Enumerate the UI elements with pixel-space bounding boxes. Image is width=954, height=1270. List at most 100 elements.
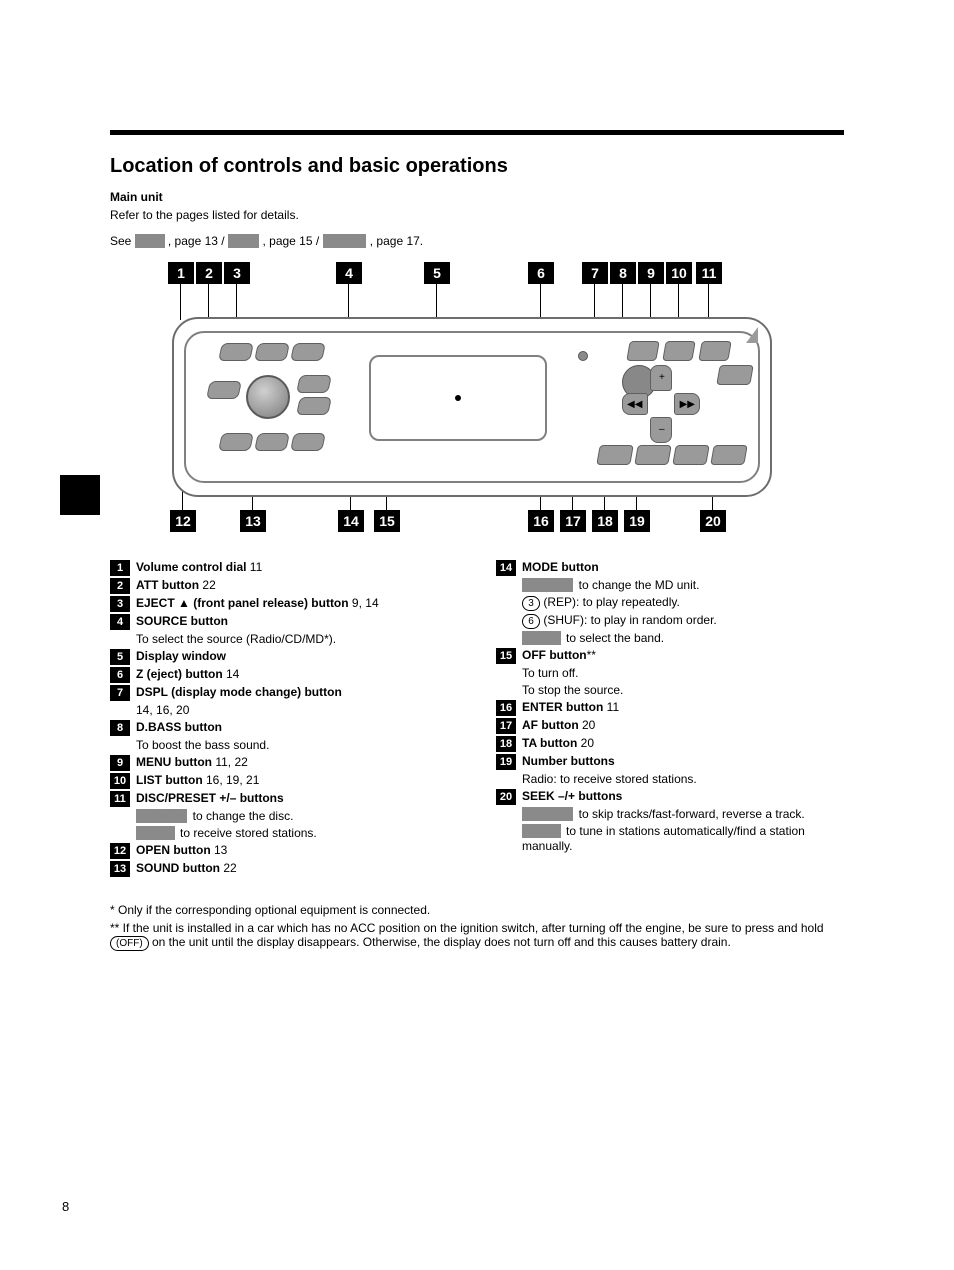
- page-side-tab: [60, 475, 100, 515]
- see-references: See "CD" , page 13 / "MD" , page 15 / "R…: [110, 234, 844, 248]
- see-radio-ref: , page 17.: [370, 234, 423, 248]
- source-button[interactable]: [296, 375, 332, 393]
- list-item-8: 8D.BASS button: [110, 720, 450, 736]
- see-intro: See: [110, 234, 135, 248]
- callout-4: 4: [336, 262, 362, 284]
- disc-up-button[interactable]: +: [650, 365, 672, 391]
- callout-19: 19: [624, 510, 650, 532]
- eject-led[interactable]: [578, 351, 588, 361]
- att-button[interactable]: [218, 343, 254, 361]
- list-item-sub: CD/MD*: to change the disc.: [136, 809, 450, 824]
- list-item-num: 11: [110, 791, 130, 807]
- list-item-body: Volume control dial 11: [136, 560, 450, 575]
- mode-label: CD/MD*:: [522, 807, 573, 821]
- list-item-sub: CD/MD*: to change the MD unit.: [522, 578, 836, 593]
- list-item-body: SOURCE button: [136, 614, 450, 629]
- mode-label: Radio:: [522, 824, 561, 838]
- top-rule: [110, 130, 844, 135]
- ta-button[interactable]: [634, 445, 672, 465]
- off-button[interactable]: [290, 433, 326, 451]
- list-item-19: 19Number buttons: [496, 754, 836, 770]
- device-outline: + – ◀◀ ▶▶: [172, 317, 772, 497]
- disc-down-button[interactable]: –: [650, 417, 672, 443]
- footnote-2b: on the unit until the display disappears…: [152, 935, 731, 949]
- page-number: 8: [62, 1199, 69, 1214]
- list-item-sub: 3 (REP): to play repeatedly.: [522, 595, 836, 611]
- list-item-sub: To boost the bass sound.: [136, 738, 450, 753]
- af-button[interactable]: [596, 445, 634, 465]
- callout-line-8: [622, 284, 623, 320]
- callout-6: 6: [528, 262, 554, 284]
- footnote-2a: ** If the unit is installed in a car whi…: [110, 921, 824, 935]
- device-diagram: 1234567891011 121314151617181920 + – ◀◀ …: [110, 262, 834, 552]
- see-cd: "CD": [135, 234, 165, 248]
- callout-10: 10: [666, 262, 692, 284]
- list-item-body: Display window: [136, 649, 450, 664]
- list-item-num: 16: [496, 700, 516, 716]
- callout-1: 1: [168, 262, 194, 284]
- list-item-7: 7 DSPL (display mode change) button: [110, 685, 450, 701]
- callout-line-10: [678, 284, 679, 320]
- see-md-ref: , page 15 /: [262, 234, 319, 248]
- callout-12: 12: [170, 510, 196, 532]
- list-item-sub: Radio: to select the band.: [522, 631, 836, 646]
- callout-line-11: [708, 284, 709, 320]
- right-bottom-button-4[interactable]: [710, 445, 748, 465]
- dpad: + – ◀◀ ▶▶: [622, 365, 700, 443]
- list-item-body: ENTER button 11: [522, 700, 836, 715]
- callout-17: 17: [560, 510, 586, 532]
- list-item-15: 15OFF button**: [496, 648, 836, 664]
- list-item-5: 5Display window: [110, 649, 450, 665]
- callout-line-2: [208, 284, 209, 320]
- footnote-1: * Only if the corresponding optional equ…: [110, 903, 844, 917]
- sound-button[interactable]: [254, 433, 290, 451]
- list-item-body: MODE button: [522, 560, 836, 575]
- list-item-16: 16 ENTER button 11: [496, 700, 836, 716]
- callout-5: 5: [424, 262, 450, 284]
- callout-14: 14: [338, 510, 364, 532]
- list-item-num: 7: [110, 685, 130, 701]
- see-md: "MD": [228, 234, 259, 248]
- dspl-button[interactable]: [626, 341, 660, 361]
- list-item-20: 20SEEK –/+ buttons: [496, 789, 836, 805]
- list-item-body: AF button 20: [522, 718, 836, 733]
- list-item-num: 14: [496, 560, 516, 576]
- list-item-body: DSPL (display mode change) button: [136, 685, 450, 700]
- callout-13: 13: [240, 510, 266, 532]
- left-mid-button-l[interactable]: [206, 381, 242, 399]
- controls-list: 1Volume control dial 112ATT button 223EJ…: [110, 560, 844, 879]
- seek-plus-button[interactable]: ▶▶: [674, 393, 700, 415]
- left-top-button-3[interactable]: [290, 343, 326, 361]
- callout-line-6: [540, 284, 541, 320]
- number-buttons[interactable]: [672, 445, 710, 465]
- list-item-1: 1Volume control dial 11: [110, 560, 450, 576]
- list-item-body: MENU button 11, 22: [136, 755, 450, 770]
- list-item-num: 17: [496, 718, 516, 734]
- callout-20: 20: [700, 510, 726, 532]
- dbass-button[interactable]: [662, 341, 696, 361]
- callout-line-3: [236, 284, 237, 320]
- eject-front-button[interactable]: [254, 343, 290, 361]
- list-item-num: 15: [496, 648, 516, 664]
- volume-dial[interactable]: [246, 375, 290, 419]
- callout-15: 15: [374, 510, 400, 532]
- list-item-sub: Radio: to receive stored stations.: [522, 772, 836, 787]
- list-item-body: TA button 20: [522, 736, 836, 751]
- callout-3: 3: [224, 262, 250, 284]
- eject-icon: ▲: [178, 596, 190, 610]
- open-button[interactable]: [218, 433, 254, 451]
- callout-line-4: [348, 284, 349, 320]
- list-item-num: 2: [110, 578, 130, 594]
- list-button[interactable]: [716, 365, 754, 385]
- list-item-sub: 6 (SHUF): to play in random order.: [522, 613, 836, 629]
- menu-button[interactable]: [698, 341, 732, 361]
- mode-button[interactable]: [296, 397, 332, 415]
- list-item-num: 19: [496, 754, 516, 770]
- callout-7: 7: [582, 262, 608, 284]
- list-item-sub: Radio: to receive stored stations.: [136, 826, 450, 841]
- callout-line-9: [650, 284, 651, 320]
- number-oval-icon: 3: [522, 596, 540, 611]
- seek-minus-button[interactable]: ◀◀: [622, 393, 648, 415]
- list-item-num: 12: [110, 843, 130, 859]
- list-item-9: 9MENU button 11, 22: [110, 755, 450, 771]
